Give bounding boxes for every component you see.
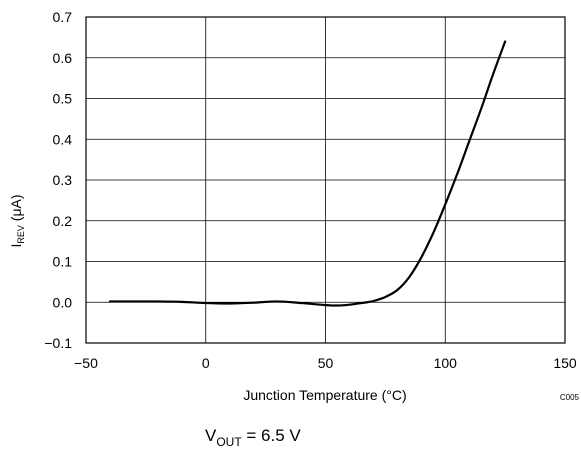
y-tick-label: 0.7 [53, 9, 73, 25]
y-tick-label: 0.2 [53, 213, 73, 229]
x-tick-label: 50 [318, 355, 334, 371]
x-tick-label: 0 [202, 355, 210, 371]
condition-rest: = 6.5 V [242, 426, 302, 445]
x-tick-label: 100 [434, 355, 458, 371]
condition-main: V [205, 426, 217, 445]
grid [85, 16, 566, 344]
x-tick-labels: −50 0 50 100 150 [74, 355, 577, 371]
x-tick-label: −50 [74, 355, 98, 371]
y-tick-label: 0.5 [53, 91, 73, 107]
y-tick-label: −0.1 [44, 335, 72, 351]
series-line [108, 40, 507, 307]
figure-code: C005 [560, 393, 580, 402]
y-tick-label: 0.6 [53, 50, 73, 66]
y-tick-labels: −0.1 0.0 0.1 0.2 0.3 0.4 0.5 0.6 0.7 [44, 9, 72, 351]
y-tick-label: 0.4 [53, 131, 73, 147]
x-axis-label: Junction Temperature (°C) [243, 387, 406, 403]
condition-sub: OUT [216, 435, 242, 449]
condition-caption: VOUT = 6.5 V [205, 426, 301, 449]
y-axis-label-main: I [8, 244, 24, 248]
y-axis-label-sub: REV [16, 225, 26, 244]
y-tick-label: 0.3 [53, 172, 73, 188]
y-tick-label: 0.0 [53, 294, 73, 310]
y-axis-label-unit: (μA) [8, 194, 24, 225]
plot-frame [85, 16, 566, 344]
y-tick-label: 0.1 [53, 254, 73, 270]
y-axis-label: IREV (μA) [8, 194, 26, 247]
x-tick-label: 150 [553, 355, 577, 371]
